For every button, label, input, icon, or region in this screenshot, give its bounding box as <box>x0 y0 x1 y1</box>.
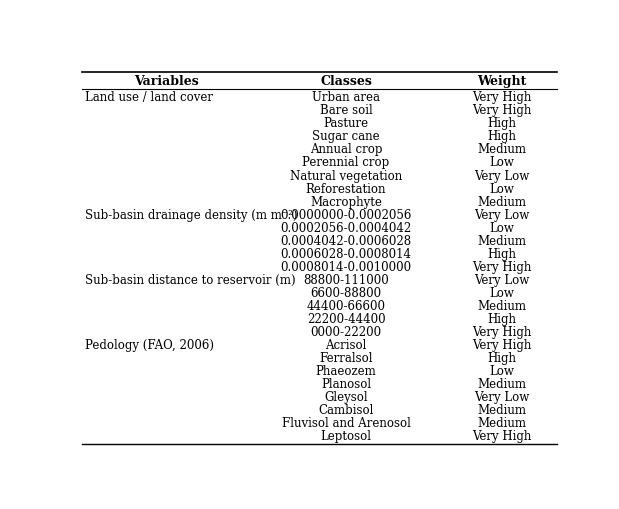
Text: Variables: Variables <box>134 75 199 88</box>
Text: Very High: Very High <box>472 260 532 273</box>
Text: Medium: Medium <box>477 416 526 430</box>
Text: Medium: Medium <box>477 195 526 208</box>
Text: Leptosol: Leptosol <box>321 430 371 442</box>
Text: Very High: Very High <box>472 338 532 351</box>
Text: Phaeozem: Phaeozem <box>316 364 376 378</box>
Text: Low: Low <box>490 182 514 195</box>
Text: Cambisol: Cambisol <box>318 404 374 416</box>
Text: 0.0002056-0.0004042: 0.0002056-0.0004042 <box>280 221 412 234</box>
Text: High: High <box>487 117 516 130</box>
Text: 0.0004042-0.0006028: 0.0004042-0.0006028 <box>280 234 412 247</box>
Text: Low: Low <box>490 287 514 299</box>
Text: Sub-basin drainage density (m m⁻²): Sub-basin drainage density (m m⁻²) <box>85 208 297 221</box>
Text: Medium: Medium <box>477 404 526 416</box>
Text: Gleysol: Gleysol <box>324 390 368 404</box>
Text: 0000-22200: 0000-22200 <box>311 325 381 338</box>
Text: Urban area: Urban area <box>312 91 380 104</box>
Text: High: High <box>487 130 516 143</box>
Text: Sugar cane: Sugar cane <box>312 130 380 143</box>
Text: Reforestation: Reforestation <box>306 182 386 195</box>
Text: Ferralsol: Ferralsol <box>319 351 373 364</box>
Text: Medium: Medium <box>477 378 526 390</box>
Text: Natural vegetation: Natural vegetation <box>290 169 402 182</box>
Text: 44400-66600: 44400-66600 <box>306 299 386 313</box>
Text: Annual crop: Annual crop <box>310 143 383 156</box>
Text: 6600-88800: 6600-88800 <box>311 287 381 299</box>
Text: Medium: Medium <box>477 234 526 247</box>
Text: Classes: Classes <box>320 75 372 88</box>
Text: Medium: Medium <box>477 143 526 156</box>
Text: Planosol: Planosol <box>321 378 371 390</box>
Text: 88800-111000: 88800-111000 <box>303 273 389 287</box>
Text: 0.0006028-0.0008014: 0.0006028-0.0008014 <box>280 247 412 260</box>
Text: Perennial crop: Perennial crop <box>303 156 389 169</box>
Text: Sub-basin distance to reservoir (m): Sub-basin distance to reservoir (m) <box>85 273 295 287</box>
Text: Very High: Very High <box>472 104 532 117</box>
Text: Very Low: Very Low <box>474 208 530 221</box>
Text: Low: Low <box>490 364 514 378</box>
Text: High: High <box>487 351 516 364</box>
Text: Very Low: Very Low <box>474 273 530 287</box>
Text: Low: Low <box>490 221 514 234</box>
Text: Medium: Medium <box>477 299 526 313</box>
Text: 0.0000000-0.0002056: 0.0000000-0.0002056 <box>280 208 412 221</box>
Text: Very High: Very High <box>472 325 532 338</box>
Text: Macrophyte: Macrophyte <box>310 195 382 208</box>
Text: Fluvisol and Arenosol: Fluvisol and Arenosol <box>282 416 410 430</box>
Text: Land use / land cover: Land use / land cover <box>85 91 212 104</box>
Text: Very High: Very High <box>472 91 532 104</box>
Text: Very Low: Very Low <box>474 390 530 404</box>
Text: Low: Low <box>490 156 514 169</box>
Text: High: High <box>487 313 516 325</box>
Text: 0.0008014-0.0010000: 0.0008014-0.0010000 <box>280 260 412 273</box>
Text: Pedology (FAO, 2006): Pedology (FAO, 2006) <box>85 338 214 351</box>
Text: Very High: Very High <box>472 430 532 442</box>
Text: Very Low: Very Low <box>474 169 530 182</box>
Text: High: High <box>487 247 516 260</box>
Text: Pasture: Pasture <box>324 117 368 130</box>
Text: Weight: Weight <box>477 75 527 88</box>
Text: Acrisol: Acrisol <box>326 338 366 351</box>
Text: Bare soil: Bare soil <box>319 104 373 117</box>
Text: 22200-44400: 22200-44400 <box>306 313 386 325</box>
